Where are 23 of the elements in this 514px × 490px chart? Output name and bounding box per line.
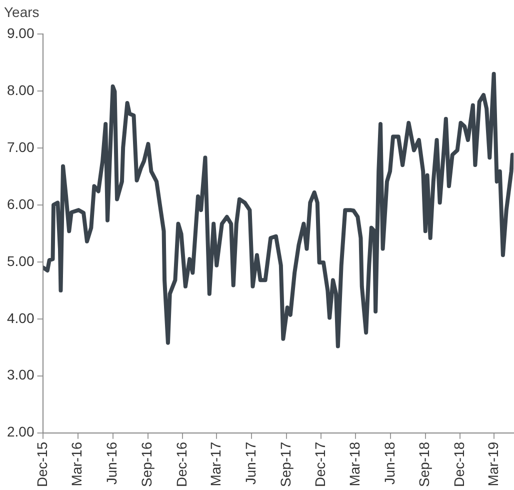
x-tick-label: Dec-16 [173,442,190,487]
x-tick-label: Jun-18 [381,442,398,485]
y-tick-label: 3.00 [7,366,34,383]
y-tick-label: 4.00 [7,310,34,326]
x-tick-label: Sep-17 [277,442,294,488]
x-tick-label: Mar-19 [485,442,502,486]
y-tick-label: 5.00 [7,252,34,269]
y-tick-label: 2.00 [7,424,34,440]
x-tick-label: Dec-15 [34,442,50,487]
x-tick-label: Mar-18 [346,442,362,486]
x-tick-label: Dec-18 [450,442,467,487]
x-tick-label: Mar-16 [68,442,85,486]
y-tick-label: 6.00 [7,196,34,212]
y-axis-title: Years [4,4,40,20]
y-tick-label: 7.00 [7,138,34,155]
y-tick-label: 8.00 [7,82,34,98]
x-tick-label: Mar-17 [207,442,224,486]
y-tick-label: 9.00 [7,24,34,41]
x-tick-label: Jun-17 [242,442,258,485]
x-tick-label: Jun-16 [104,442,120,485]
x-tick-label: Dec-17 [312,442,328,487]
x-tick-label: Sep-16 [138,442,155,488]
x-tick-label: Sep-18 [416,442,432,488]
